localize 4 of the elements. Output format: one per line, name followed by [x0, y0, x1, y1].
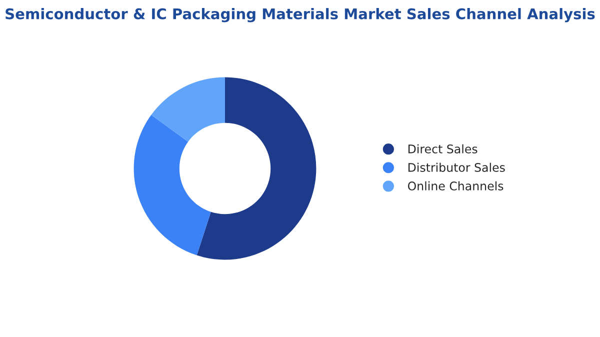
legend-label: Direct Sales	[408, 144, 478, 154]
legend-label: Online Channels	[408, 181, 504, 190]
legend-label: Distributor Sales	[408, 162, 505, 172]
chart-title: Semiconductor & IC Packaging Materials Market Sales Channel Analysis	[6, 8, 595, 22]
